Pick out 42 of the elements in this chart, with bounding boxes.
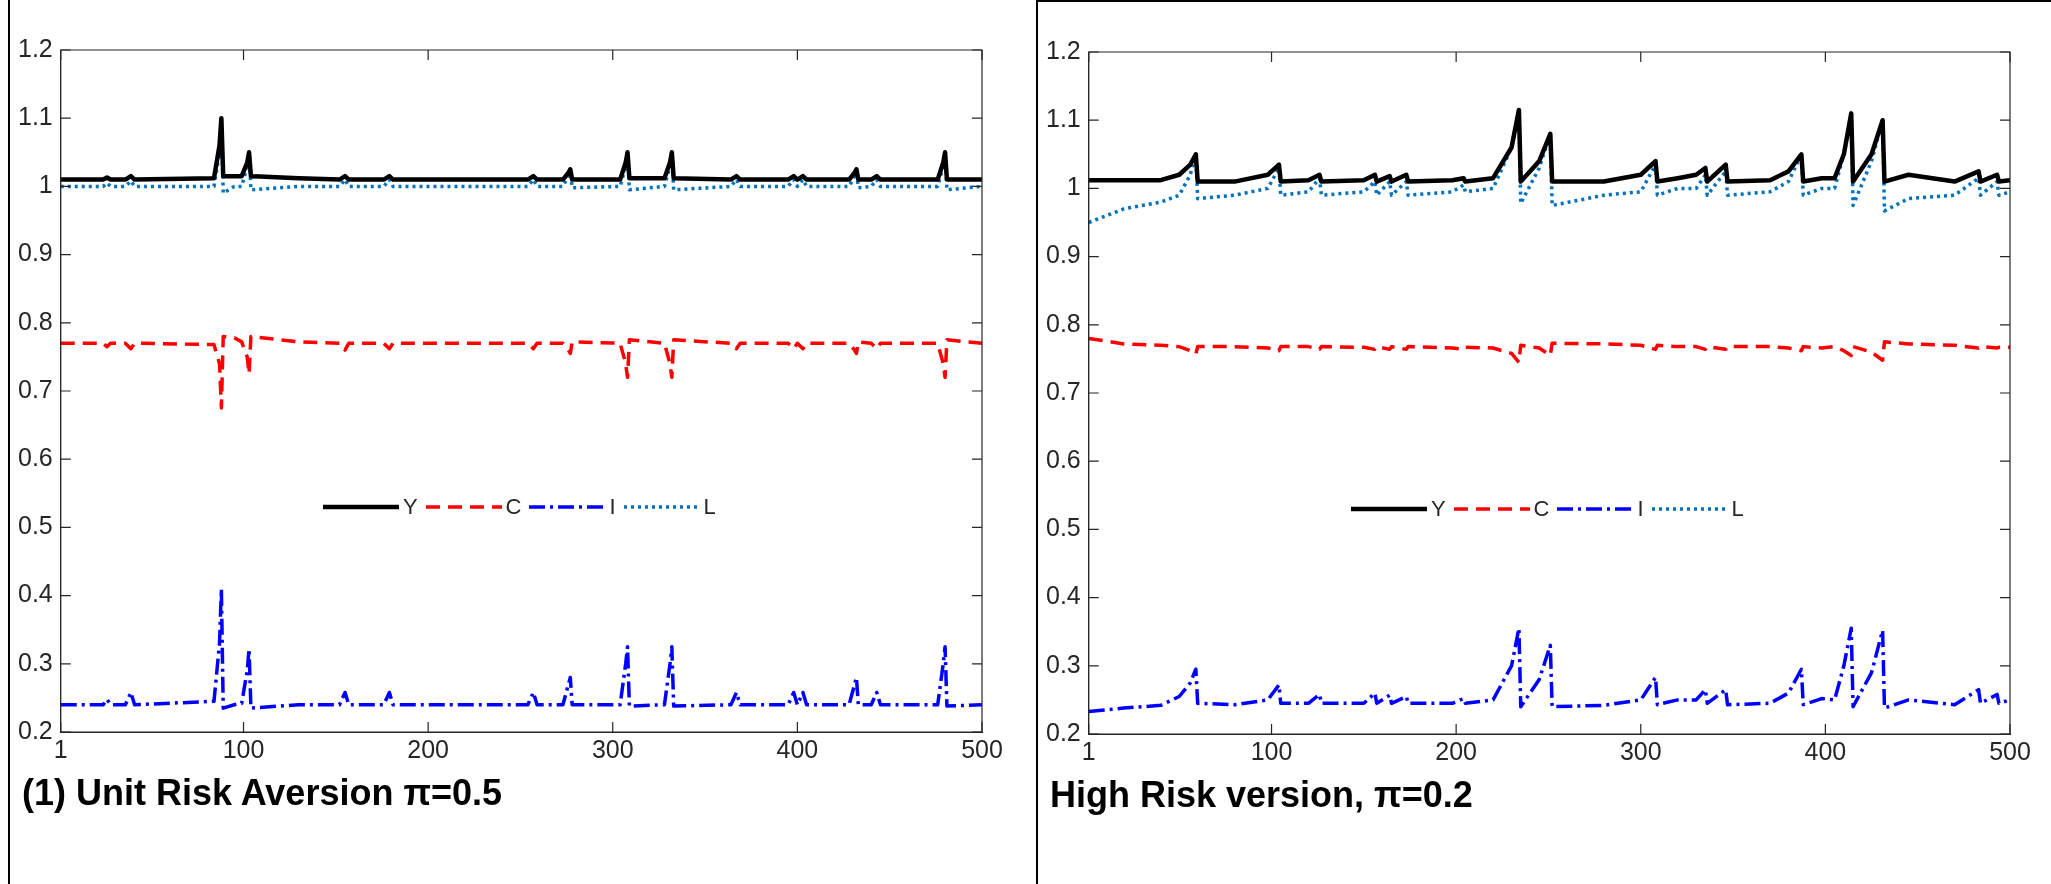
- y-tick-label: 0.6: [17, 443, 53, 472]
- x-tick-label: 200: [1435, 736, 1477, 765]
- x-tick-label: 100: [222, 734, 265, 763]
- x-tick-label: 400: [776, 734, 819, 763]
- y-tick-label: 1: [38, 170, 53, 199]
- y-tick-label: 1.2: [1045, 35, 1081, 64]
- x-tick-label: 500: [961, 734, 1003, 763]
- legend-label: L: [703, 493, 716, 520]
- legend-label: Y: [402, 493, 418, 520]
- text: (1) Unit Risk Aversion π=0.5: [22, 772, 503, 814]
- x-tick-label: 300: [1619, 736, 1662, 765]
- legend-label: Y: [1430, 495, 1446, 522]
- y-tick-label: 0.8: [17, 306, 53, 335]
- y-tick-label: 0.8: [1045, 308, 1081, 337]
- y-tick-label: 1.1: [1045, 104, 1081, 133]
- y-tick-label: 0.3: [17, 647, 53, 676]
- y-tick-label: 0.7: [1045, 376, 1081, 405]
- y-tick-label: 0.4: [17, 579, 53, 608]
- x-tick-label: 500: [1989, 736, 2031, 765]
- y-tick-label: 1.1: [17, 102, 53, 131]
- x-tick-label: 200: [407, 734, 449, 763]
- y-tick-label: 0.3: [1045, 649, 1081, 678]
- y-tick-label: 0.6: [1045, 445, 1081, 474]
- y-tick-label: 0.2: [17, 715, 53, 744]
- y-tick-label: 1.2: [17, 33, 53, 62]
- legend-label: C: [1533, 495, 1550, 522]
- x-tick-label: 400: [1804, 736, 1847, 765]
- y-tick-label: 0.7: [17, 374, 53, 403]
- y-tick-label: 0.4: [1045, 581, 1081, 610]
- y-tick-label: 1: [1066, 172, 1081, 201]
- legend-label: I: [609, 493, 616, 520]
- x-tick-label: 300: [591, 734, 634, 763]
- legend-label: I: [1637, 495, 1644, 522]
- legend-label: L: [1731, 495, 1744, 522]
- y-tick-label: 0.2: [1045, 717, 1081, 746]
- y-tick-label: 0.5: [1045, 513, 1081, 542]
- y-tick-label: 0.9: [1045, 240, 1081, 269]
- y-tick-label: 0.5: [17, 511, 53, 540]
- x-tick-label: 100: [1250, 736, 1293, 765]
- y-tick-label: 0.9: [17, 238, 53, 267]
- text: High Risk version, π=0.2: [1050, 774, 1473, 816]
- legend-label: C: [505, 493, 522, 520]
